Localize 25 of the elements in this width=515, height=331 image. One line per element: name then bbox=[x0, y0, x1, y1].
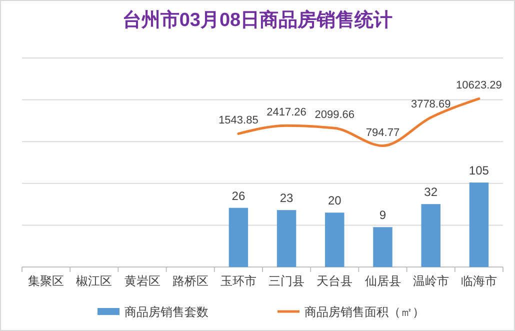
data-label: 3778.69 bbox=[410, 98, 451, 110]
x-tick-label: 椒江区 bbox=[76, 274, 112, 288]
data-label: 2417.26 bbox=[266, 106, 306, 119]
data-label: 105 bbox=[468, 164, 490, 178]
x-tick-label: 黄岩区 bbox=[124, 274, 160, 288]
data-label: 10623.29 bbox=[456, 80, 502, 92]
x-tick-label: 天台县 bbox=[316, 274, 353, 288]
x-tick-label: 集聚区 bbox=[28, 274, 64, 288]
data-label: 2099.66 bbox=[314, 109, 355, 122]
data-label: 23 bbox=[280, 191, 294, 206]
data-label: 32 bbox=[424, 185, 438, 200]
data-label: 794.77 bbox=[366, 126, 400, 139]
legend-label: 商品房销售面积（㎡） bbox=[304, 305, 424, 319]
data-label: 1543.85 bbox=[218, 114, 258, 127]
x-tick-label: 路桥区 bbox=[172, 274, 208, 288]
x-tick-label: 三门县 bbox=[268, 274, 305, 288]
x-tick-label: 温岭市 bbox=[412, 274, 449, 288]
chart-title: 台州市03月08日商品房销售统计 bbox=[122, 9, 393, 31]
x-tick-label: 仙居县 bbox=[364, 274, 401, 288]
x-tick-label: 玉环市 bbox=[220, 274, 256, 288]
x-tick-label: 临海市 bbox=[460, 274, 497, 288]
data-label: 20 bbox=[328, 194, 342, 208]
data-label: 9 bbox=[379, 208, 386, 222]
legend-label: 商品房销售套数 bbox=[124, 305, 208, 319]
data-label: 26 bbox=[232, 188, 246, 203]
